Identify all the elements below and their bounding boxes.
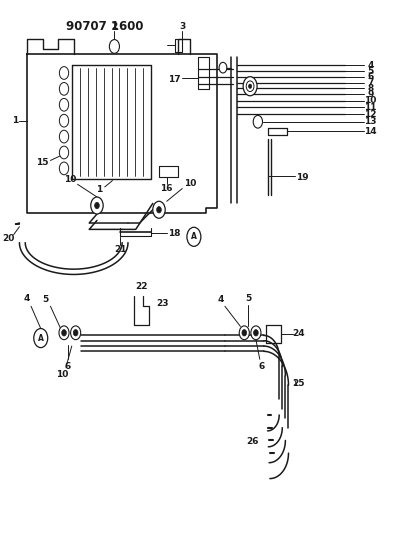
- Circle shape: [59, 326, 69, 340]
- Circle shape: [239, 326, 249, 340]
- Text: 6: 6: [367, 72, 373, 81]
- Circle shape: [59, 67, 69, 79]
- Text: 16: 16: [160, 183, 173, 192]
- Text: 10: 10: [184, 179, 196, 188]
- Text: 10: 10: [56, 369, 68, 378]
- Text: 19: 19: [296, 173, 309, 182]
- Circle shape: [242, 329, 247, 336]
- Text: 7: 7: [367, 78, 373, 87]
- Text: 2: 2: [111, 22, 118, 31]
- Text: 5: 5: [43, 295, 49, 304]
- Text: A: A: [191, 232, 197, 241]
- Circle shape: [73, 329, 78, 336]
- Text: 4: 4: [367, 61, 373, 69]
- Text: 10: 10: [364, 96, 376, 105]
- Circle shape: [34, 328, 48, 348]
- Circle shape: [248, 84, 252, 88]
- Circle shape: [157, 207, 161, 213]
- Text: 6: 6: [65, 362, 71, 370]
- Circle shape: [187, 227, 201, 246]
- Text: 5: 5: [245, 294, 251, 303]
- Text: 22: 22: [135, 282, 148, 291]
- Text: 24: 24: [292, 329, 305, 338]
- Text: 4: 4: [23, 294, 29, 303]
- Text: 90707 1600: 90707 1600: [66, 20, 143, 33]
- Circle shape: [59, 114, 69, 127]
- Circle shape: [219, 62, 227, 73]
- Text: 11: 11: [364, 103, 376, 112]
- Text: 23: 23: [157, 299, 169, 308]
- Text: 12: 12: [364, 110, 376, 119]
- Text: 26: 26: [246, 437, 258, 446]
- Circle shape: [59, 99, 69, 111]
- Text: 1: 1: [96, 185, 102, 194]
- Text: 15: 15: [37, 158, 49, 166]
- Text: 8: 8: [367, 84, 373, 93]
- Circle shape: [246, 81, 254, 92]
- Circle shape: [91, 197, 103, 214]
- Text: 1: 1: [12, 116, 18, 125]
- Circle shape: [71, 326, 81, 340]
- Circle shape: [59, 162, 69, 175]
- Text: 14: 14: [364, 127, 376, 136]
- Text: A: A: [38, 334, 44, 343]
- Circle shape: [251, 326, 261, 340]
- Text: 18: 18: [168, 229, 181, 238]
- Circle shape: [59, 83, 69, 95]
- Text: 5: 5: [367, 67, 373, 76]
- Circle shape: [59, 130, 69, 143]
- Text: 4: 4: [218, 295, 224, 304]
- Circle shape: [253, 115, 263, 128]
- Circle shape: [253, 329, 258, 336]
- Circle shape: [243, 77, 257, 96]
- Text: 21: 21: [114, 245, 127, 254]
- Text: 10: 10: [64, 174, 76, 183]
- Text: 20: 20: [2, 235, 15, 244]
- Circle shape: [62, 329, 66, 336]
- Text: 9: 9: [367, 90, 373, 99]
- Circle shape: [59, 146, 69, 159]
- Text: 25: 25: [292, 378, 305, 387]
- Circle shape: [153, 201, 165, 218]
- Text: 17: 17: [168, 75, 181, 84]
- Text: 13: 13: [364, 117, 376, 126]
- Circle shape: [109, 39, 119, 53]
- Text: 6: 6: [259, 362, 265, 370]
- Circle shape: [95, 203, 99, 209]
- Text: 3: 3: [179, 22, 185, 31]
